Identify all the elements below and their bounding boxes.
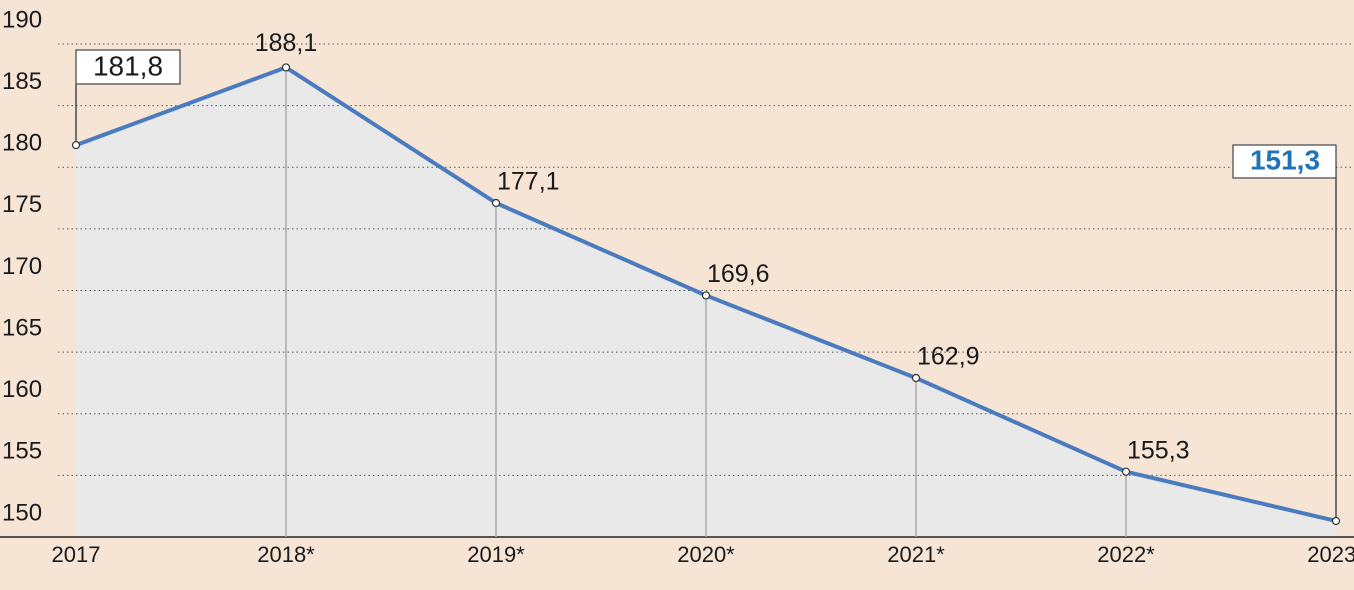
value-label: 188,1: [255, 29, 318, 57]
y-tick-label: 170: [2, 253, 42, 280]
value-label: 151,3: [1250, 144, 1320, 175]
x-tick-label: 2018*: [257, 542, 315, 567]
y-tick-label: 185: [2, 68, 42, 95]
value-label: 181,8: [93, 50, 163, 81]
y-tick-label: 150: [2, 499, 42, 526]
value-label: 177,1: [497, 168, 560, 196]
y-tick-label: 165: [2, 314, 42, 341]
y-tick-label: 180: [2, 130, 42, 157]
point: [71, 140, 81, 150]
x-tick-label: 2017: [52, 542, 101, 567]
x-tick-label: 2022*: [1097, 542, 1155, 567]
value-label: 169,6: [707, 260, 770, 288]
label-box: [75, 49, 181, 85]
point: [701, 291, 711, 300]
x-tick-label: 2021*: [887, 542, 945, 567]
point: [1121, 467, 1131, 476]
x-tick-label: 2019*: [467, 542, 525, 567]
y-tick-label: 155: [2, 438, 42, 465]
point: [281, 63, 291, 72]
value-label: 162,9: [917, 343, 980, 371]
label-box: [1232, 144, 1337, 179]
x-tick-label: 2020*: [677, 542, 735, 567]
y-tick-label: 175: [2, 191, 42, 218]
point: [1331, 516, 1341, 526]
point: [491, 198, 501, 208]
point: [911, 373, 921, 383]
y-tick-label: 190: [2, 6, 42, 33]
y-tick-label: 160: [2, 376, 42, 403]
value-label: 155,3: [1127, 436, 1190, 464]
x-tick-label: 2023*: [1307, 542, 1354, 567]
